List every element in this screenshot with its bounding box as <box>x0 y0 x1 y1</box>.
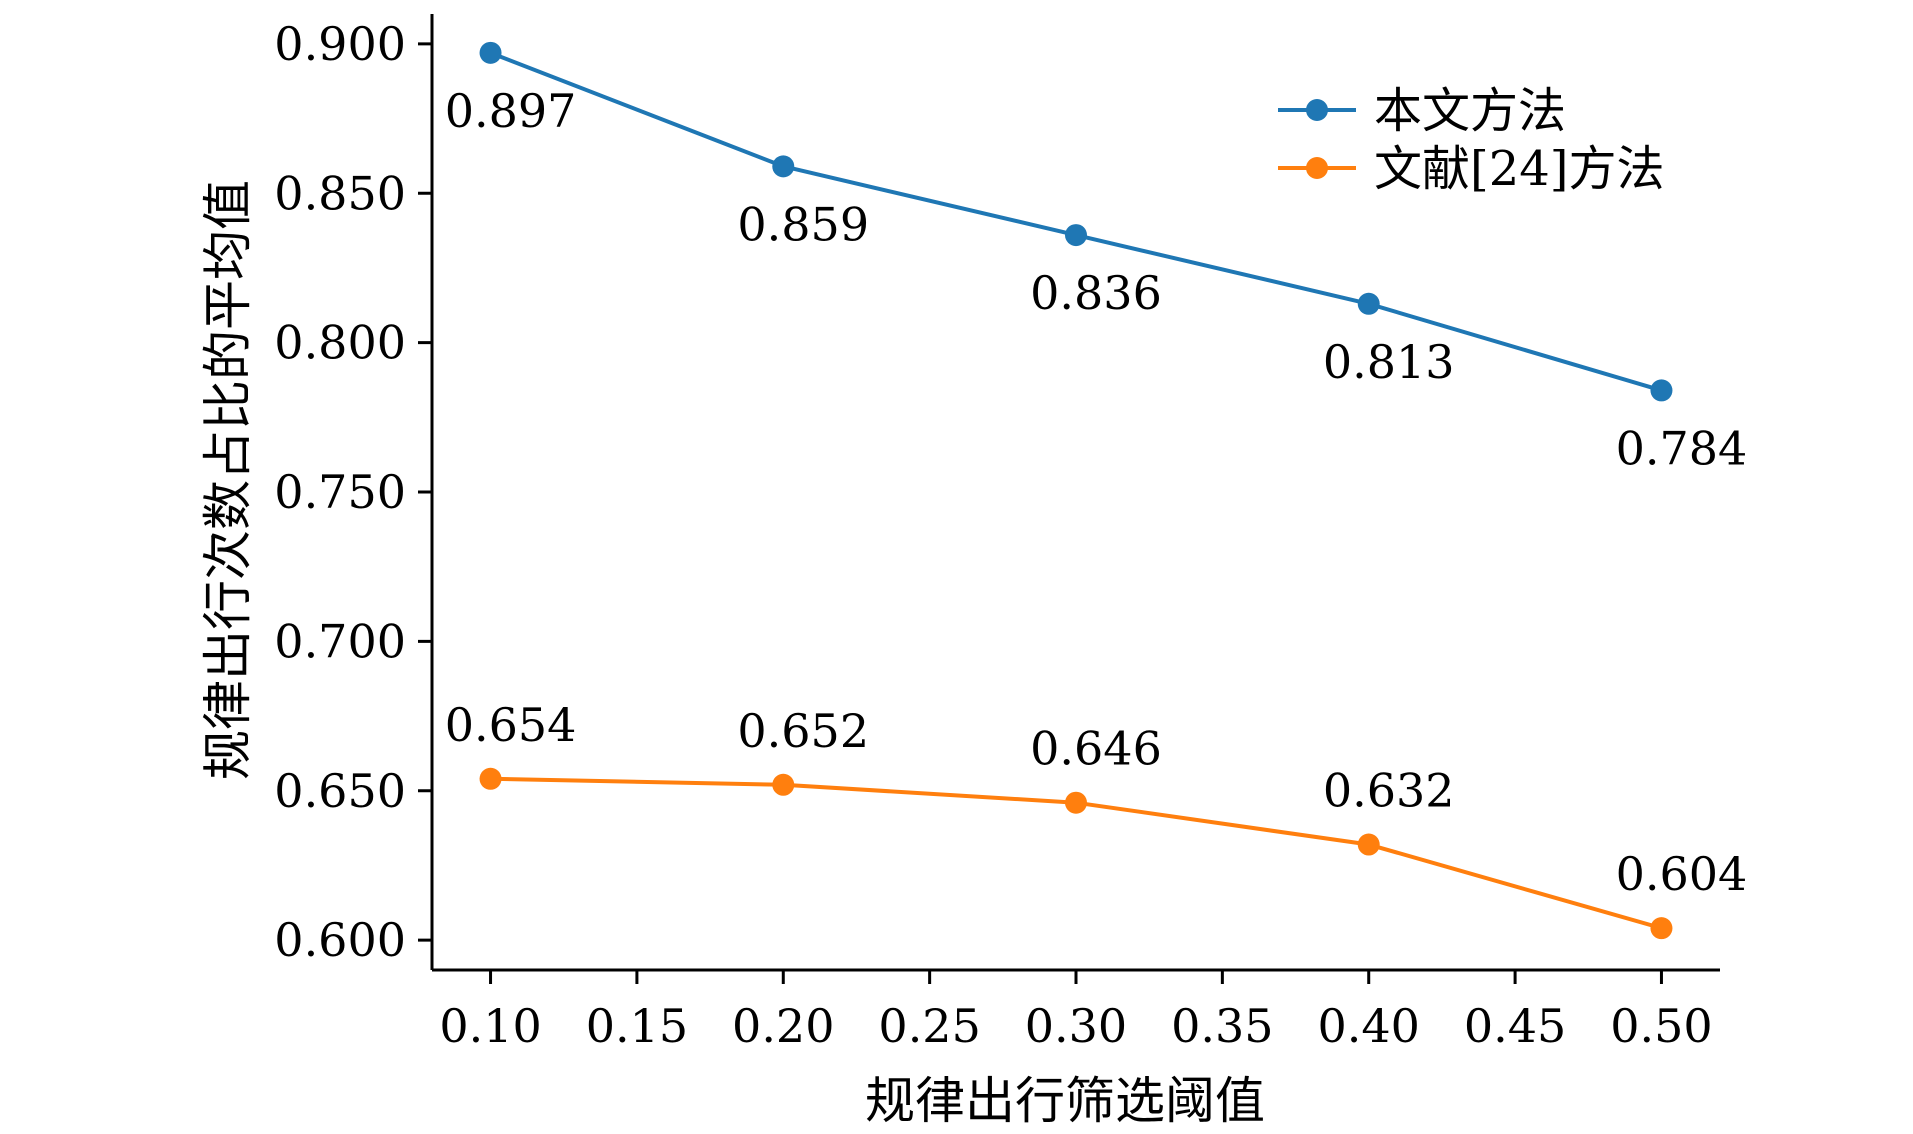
data-point <box>479 767 502 790</box>
series-2: 0.654 0.652 0.646 0.632 0.604 <box>445 698 1748 940</box>
data-point <box>479 41 502 64</box>
data-label: 0.632 <box>1323 764 1455 818</box>
x-tick-label: 0.50 <box>1610 999 1712 1053</box>
series-1: 0.897 0.859 0.836 0.813 0.784 <box>445 41 1748 475</box>
data-point <box>1357 833 1380 856</box>
data-point <box>772 773 795 796</box>
data-point <box>1357 292 1380 315</box>
data-point <box>1065 224 1087 247</box>
x-tick-label: 0.10 <box>439 999 541 1053</box>
legend-item: 文献[24]方法 <box>1278 141 1665 197</box>
x-tick-label: 0.30 <box>1025 999 1127 1053</box>
x-tick-label: 0.25 <box>878 999 980 1053</box>
y-tick-label: 0.900 <box>274 17 406 71</box>
legend-label: 文献[24]方法 <box>1374 141 1665 197</box>
data-label: 0.836 <box>1030 266 1162 320</box>
y-axis-ticks: 0.600 0.650 0.700 0.750 0.800 0.850 0.900 <box>274 17 432 967</box>
data-point <box>772 155 795 178</box>
data-label: 0.646 <box>1030 722 1162 776</box>
y-tick-label: 0.800 <box>274 316 406 370</box>
data-point <box>1650 379 1673 402</box>
x-tick-label: 0.40 <box>1318 999 1420 1053</box>
legend-label: 本文方法 <box>1374 83 1566 139</box>
x-axis-ticks: 0.10 0.15 0.20 0.25 0.30 0.35 0.40 0.45 0.50 <box>439 970 1713 1053</box>
x-tick-label: 0.20 <box>732 999 834 1053</box>
y-tick-label: 0.750 <box>274 465 406 519</box>
series-layer: 0.897 0.859 0.836 0.813 0.784 0.654 0.652 0.646… <box>445 41 1748 940</box>
data-label: 0.859 <box>737 197 869 251</box>
legend-marker <box>1306 157 1328 179</box>
legend-marker <box>1306 99 1328 121</box>
data-point <box>1065 791 1087 814</box>
legend-item: 本文方法 <box>1278 83 1566 139</box>
y-tick-label: 0.700 <box>274 614 406 668</box>
x-tick-label: 0.35 <box>1171 999 1273 1053</box>
data-label: 0.652 <box>737 704 869 758</box>
y-axis-label: 规律出行次数占比的平均值 <box>199 180 257 780</box>
data-label: 0.604 <box>1616 847 1748 901</box>
data-label: 0.784 <box>1616 421 1748 475</box>
data-label: 0.897 <box>445 84 577 138</box>
x-tick-label: 0.45 <box>1464 999 1566 1053</box>
x-axis-label: 规律出行筛选阈值 <box>865 1072 1265 1130</box>
x-tick-label: 0.15 <box>586 999 688 1053</box>
y-tick-label: 0.650 <box>274 764 406 818</box>
data-point <box>1650 917 1673 940</box>
data-label: 0.654 <box>445 698 577 752</box>
y-tick-label: 0.600 <box>274 913 406 967</box>
data-label: 0.813 <box>1323 335 1455 389</box>
y-tick-label: 0.850 <box>274 166 406 220</box>
